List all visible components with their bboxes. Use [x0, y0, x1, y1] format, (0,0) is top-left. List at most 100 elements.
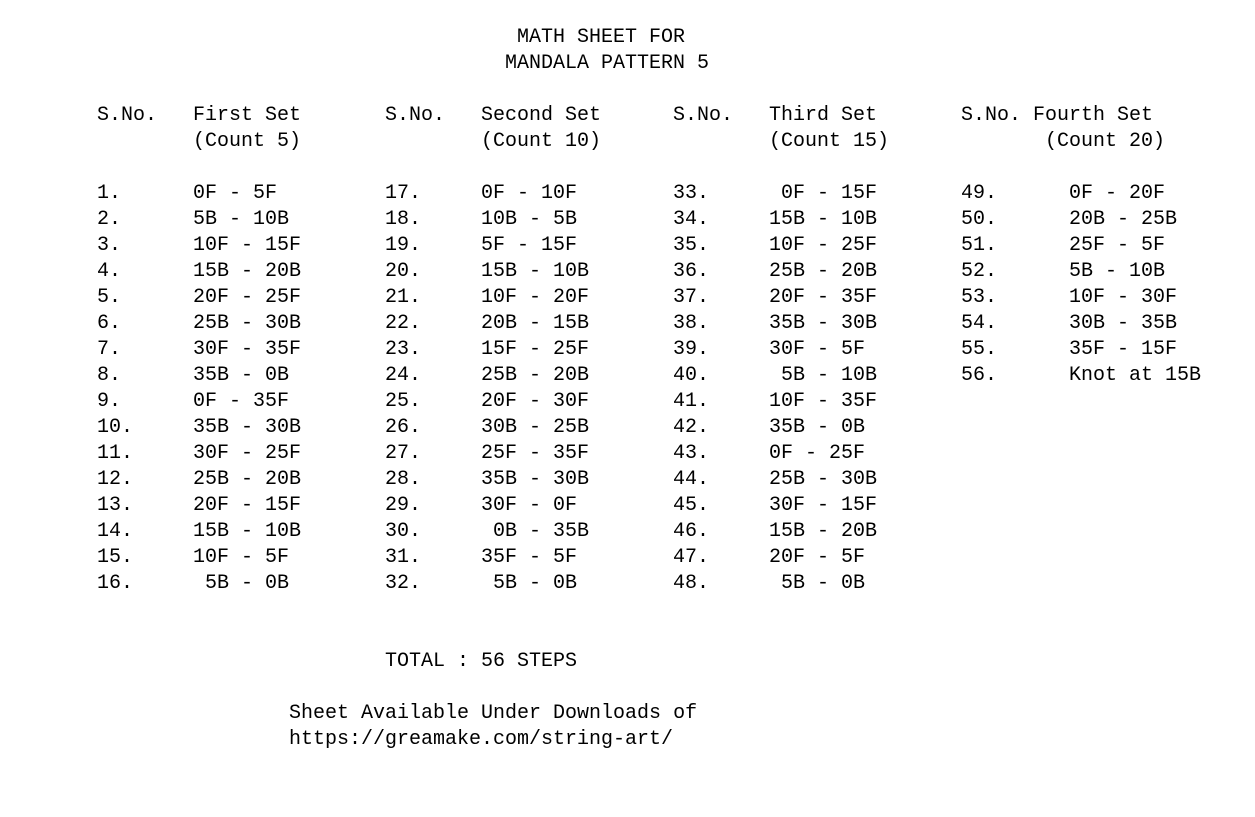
step-number: 47.	[673, 546, 710, 569]
step-value: 30F - 0F	[481, 494, 578, 517]
step-number: 55.	[961, 338, 998, 361]
step-value: 10F - 15F	[193, 234, 302, 257]
step-number: 12.	[97, 468, 134, 491]
step-value: 15B - 10B	[481, 260, 590, 283]
step-number: 16.	[97, 572, 134, 595]
step-number: 9.	[97, 390, 122, 413]
step-number: 22.	[385, 312, 422, 335]
step-value: 0F - 25F	[769, 442, 866, 465]
step-value: 20F - 30F	[481, 390, 590, 413]
step-number: 20.	[385, 260, 422, 283]
step-number: 33.	[673, 182, 710, 205]
step-value: 15B - 20B	[769, 520, 878, 543]
step-number: 32.	[385, 572, 422, 595]
step-number: 53.	[961, 286, 998, 309]
step-number: 6.	[97, 312, 122, 335]
step-value: 0F - 5F	[193, 182, 278, 205]
step-value: 20F - 5F	[769, 546, 866, 569]
step-value: 10F - 5F	[193, 546, 290, 569]
step-value: 0F - 35F	[193, 390, 290, 413]
column-count-label: (Count 20)	[961, 130, 1166, 153]
step-value: 25B - 30B	[769, 468, 878, 491]
step-number: 48.	[673, 572, 710, 595]
step-number: 42.	[673, 416, 710, 439]
footer-line-1: Sheet Available Under Downloads of	[289, 702, 698, 725]
step-number: 29.	[385, 494, 422, 517]
footer-link[interactable]: https://greamake.com/string-art/	[289, 728, 674, 751]
step-value: 25B - 20B	[481, 364, 590, 387]
column-set-header: First Set	[193, 104, 302, 127]
step-number: 15.	[97, 546, 134, 569]
step-value: 30F - 25F	[193, 442, 302, 465]
step-number: 7.	[97, 338, 122, 361]
step-number: 23.	[385, 338, 422, 361]
step-value: 25B - 20B	[193, 468, 302, 491]
step-value: 5F - 15F	[481, 234, 578, 257]
step-number: 18.	[385, 208, 422, 231]
step-value: 5B - 10B	[769, 364, 878, 387]
step-number: 10.	[97, 416, 134, 439]
step-value: 35F - 15F	[1057, 338, 1178, 361]
step-value: 30F - 5F	[769, 338, 866, 361]
step-value: 20F - 25F	[193, 286, 302, 309]
column-sno-header: S.No.	[97, 104, 158, 127]
step-value: 30F - 35F	[193, 338, 302, 361]
step-value: 10F - 35F	[769, 390, 878, 413]
step-number: 37.	[673, 286, 710, 309]
step-value: 5B - 10B	[1057, 260, 1166, 283]
step-value: 25F - 5F	[1057, 234, 1166, 257]
step-value: 35B - 30B	[769, 312, 878, 335]
step-number: 25.	[385, 390, 422, 413]
step-number: 26.	[385, 416, 422, 439]
step-value: 5B - 10B	[193, 208, 290, 231]
step-number: 11.	[97, 442, 134, 465]
title-line-1: MATH SHEET FOR	[517, 26, 686, 49]
step-value: 35F - 5F	[481, 546, 578, 569]
step-value: 0F - 15F	[769, 182, 878, 205]
step-value: Knot at 15B	[1057, 364, 1202, 387]
step-value: 25B - 30B	[193, 312, 302, 335]
step-value: 10F - 25F	[769, 234, 878, 257]
step-number: 8.	[97, 364, 122, 387]
column-sno-header: S.No.	[673, 104, 734, 127]
step-number: 17.	[385, 182, 422, 205]
step-number: 52.	[961, 260, 998, 283]
step-number: 56.	[961, 364, 998, 387]
total-steps: TOTAL : 56 STEPS	[385, 650, 578, 673]
step-number: 2.	[97, 208, 122, 231]
step-value: 30F - 15F	[769, 494, 878, 517]
step-number: 5.	[97, 286, 122, 309]
step-value: 30B - 35B	[1057, 312, 1178, 335]
step-value: 25B - 20B	[769, 260, 878, 283]
step-value: 25F - 35F	[481, 442, 590, 465]
step-value: 15B - 20B	[193, 260, 302, 283]
step-number: 46.	[673, 520, 710, 543]
step-value: 10F - 20F	[481, 286, 590, 309]
step-number: 21.	[385, 286, 422, 309]
step-value: 5B - 0B	[769, 572, 866, 595]
step-number: 45.	[673, 494, 710, 517]
step-number: 24.	[385, 364, 422, 387]
step-value: 35B - 30B	[193, 416, 302, 439]
column-set-header: Third Set	[769, 104, 878, 127]
title-line-2: MANDALA PATTERN 5	[505, 52, 710, 75]
step-number: 41.	[673, 390, 710, 413]
step-number: 14.	[97, 520, 134, 543]
step-number: 30.	[385, 520, 422, 543]
step-value: 0F - 20F	[1057, 182, 1166, 205]
column-sno-header: S.No. Fourth Set	[961, 104, 1154, 127]
step-value: 5B - 0B	[481, 572, 578, 595]
step-number: 44.	[673, 468, 710, 491]
step-number: 40.	[673, 364, 710, 387]
step-number: 13.	[97, 494, 134, 517]
step-value: 5B - 0B	[193, 572, 290, 595]
step-number: 50.	[961, 208, 998, 231]
step-value: 15F - 25F	[481, 338, 590, 361]
step-value: 0F - 10F	[481, 182, 578, 205]
column-count-label: (Count 5)	[193, 130, 302, 153]
step-number: 35.	[673, 234, 710, 257]
step-number: 49.	[961, 182, 998, 205]
step-number: 4.	[97, 260, 122, 283]
step-value: 30B - 25B	[481, 416, 590, 439]
step-value: 35B - 30B	[481, 468, 590, 491]
